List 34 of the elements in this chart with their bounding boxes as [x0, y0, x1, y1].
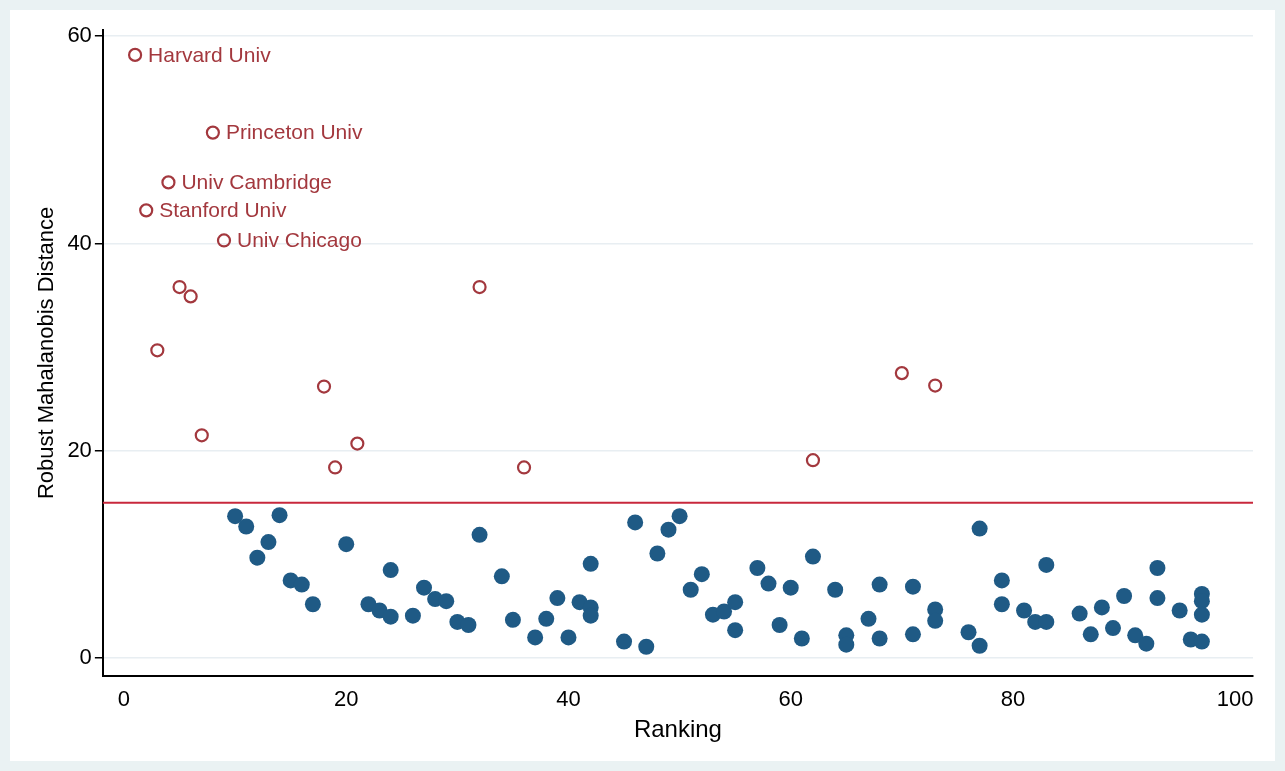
annotation: Stanford Univ [159, 198, 287, 222]
point [183, 289, 198, 304]
x-tick-label: 40 [556, 686, 581, 712]
point [161, 175, 176, 190]
point [805, 453, 821, 468]
point [205, 125, 220, 140]
x-axis-title: Ranking [633, 715, 722, 743]
point [350, 436, 365, 451]
point [216, 233, 232, 248]
point [172, 279, 187, 295]
point [894, 366, 909, 381]
point [472, 279, 487, 295]
y-tick-label: 20 [67, 436, 92, 462]
point [516, 460, 532, 475]
annotation: Harvard Univ [148, 42, 272, 66]
annotation: Univ Chicago [237, 228, 362, 252]
annotation: Princeton Univ [225, 120, 363, 144]
x-tick-label: 0 [117, 686, 131, 712]
point [139, 203, 154, 218]
y-tick-label: 40 [67, 229, 92, 255]
y-axis-title: Robust Mahalanobis Distance [33, 206, 59, 500]
x-tick-label: 80 [1000, 686, 1026, 712]
y-tick-label: 0 [79, 644, 92, 670]
x-tick-label: 100 [1216, 686, 1254, 712]
annotation: Univ Cambridge [181, 170, 332, 194]
y-tick-label: 60 [67, 22, 92, 48]
point [128, 47, 143, 62]
point [928, 378, 943, 393]
point [316, 379, 332, 394]
x-tick-label: 60 [778, 686, 803, 712]
point [328, 460, 343, 475]
x-tick-label: 20 [333, 686, 359, 712]
point [150, 343, 165, 358]
point [194, 428, 209, 443]
